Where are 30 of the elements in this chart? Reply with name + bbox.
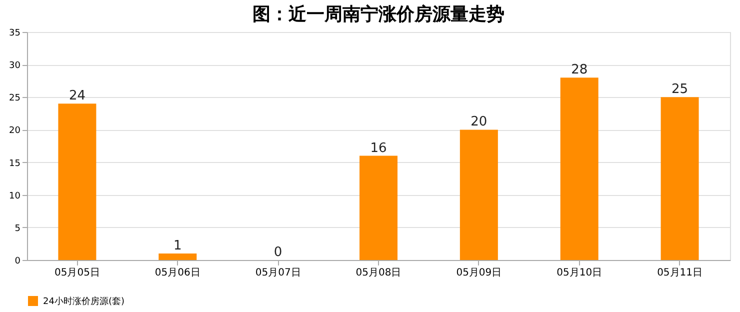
bar bbox=[58, 104, 96, 260]
x-tick-label: 05月06日 bbox=[154, 268, 200, 278]
bar bbox=[460, 130, 498, 260]
y-tick-label: 10 bbox=[9, 191, 21, 202]
data-label: 25 bbox=[672, 82, 688, 98]
y-tick-label: 0 bbox=[14, 256, 21, 266]
y-tick-label: 15 bbox=[9, 158, 20, 169]
x-tick-label: 05月05日 bbox=[54, 268, 100, 278]
data-label: 1 bbox=[174, 238, 182, 254]
x-tick-label: 05月10日 bbox=[556, 268, 602, 278]
x-tick-label: 05月07日 bbox=[255, 268, 301, 278]
y-tick-label: 35 bbox=[9, 28, 20, 38]
bar bbox=[360, 156, 398, 260]
legend-label: 24小时涨价房源(套) bbox=[43, 296, 124, 307]
bar bbox=[560, 78, 598, 260]
x-tick-label: 05月09日 bbox=[456, 268, 502, 278]
y-tick-label: 5 bbox=[14, 224, 20, 234]
y-tick-label: 20 bbox=[9, 126, 21, 136]
bar bbox=[158, 253, 197, 260]
data-label: 0 bbox=[274, 245, 282, 260]
data-label: 20 bbox=[470, 114, 488, 130]
x-tick-label: 05月11日 bbox=[657, 268, 703, 278]
data-label: 16 bbox=[370, 140, 387, 156]
y-tick-label: 30 bbox=[9, 61, 21, 72]
data-label: 28 bbox=[571, 62, 588, 78]
data-label: 24 bbox=[68, 88, 86, 104]
bar bbox=[660, 97, 699, 260]
y-tick-label: 25 bbox=[9, 94, 20, 104]
x-tick-label: 05月08日 bbox=[356, 268, 402, 278]
chart-title: 图：近一周南宁涨价房源量走势 bbox=[252, 4, 504, 25]
